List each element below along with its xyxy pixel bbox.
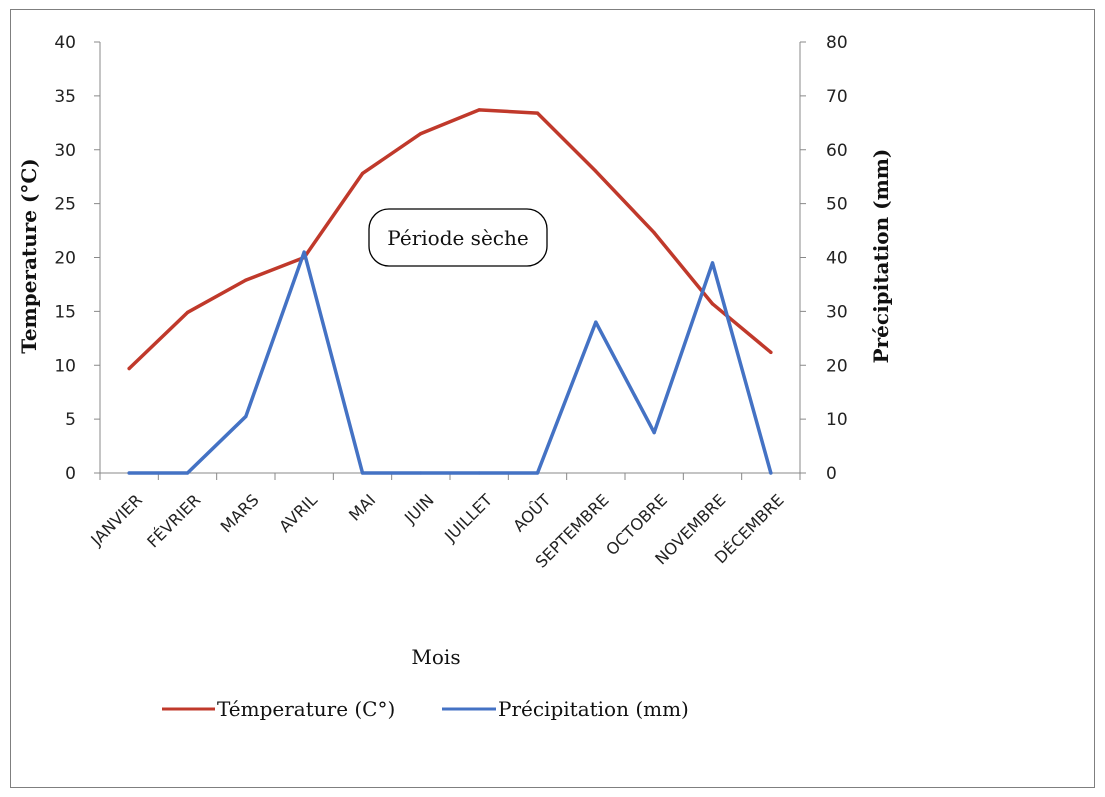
temperature-data-point bbox=[652, 231, 656, 235]
y2-axis-label: Précipitation (mm) bbox=[869, 149, 893, 364]
temperature-data-point bbox=[360, 171, 365, 176]
precipitation-data-point bbox=[477, 471, 481, 475]
category-label: FÉVRIER bbox=[143, 490, 204, 551]
right-tick-label: 0 bbox=[826, 464, 837, 484]
temperature-data-point bbox=[419, 131, 423, 136]
legend: Témperature (C°) Précipitation (mm) bbox=[162, 697, 689, 721]
left-axis-ticks: 0 5 10 15 20 25 30 35 40 bbox=[54, 33, 100, 484]
precipitation-data-point bbox=[244, 414, 248, 419]
precipitation-data-point bbox=[419, 471, 423, 475]
left-tick-label: 25 bbox=[54, 195, 76, 215]
left-tick-label: 35 bbox=[54, 87, 76, 107]
precipitation-data-point bbox=[185, 471, 190, 475]
precipitation-data-point bbox=[302, 250, 306, 254]
precipitation-data-point bbox=[769, 471, 773, 475]
category-label: MARS bbox=[217, 490, 263, 536]
annotation-text: Période sèche bbox=[387, 226, 528, 250]
precipitation-data-point bbox=[652, 430, 656, 435]
temperature-data-point bbox=[535, 111, 540, 115]
left-tick-label: 0 bbox=[65, 464, 76, 484]
left-tick-label: 30 bbox=[54, 141, 76, 161]
annotation-box: Période sèche bbox=[368, 208, 548, 267]
temperature-data-point bbox=[477, 108, 481, 112]
temperature-data-point bbox=[127, 366, 131, 371]
temperature-data-point bbox=[594, 169, 598, 173]
legend-label-temperature: Témperature (C°) bbox=[217, 697, 395, 721]
right-tick-label: 40 bbox=[826, 249, 848, 269]
left-tick-label: 20 bbox=[54, 249, 76, 269]
left-tick-label: 15 bbox=[54, 302, 76, 322]
y-axis-label: Temperature (°C) bbox=[17, 158, 41, 354]
category-label: AVRIL bbox=[275, 490, 321, 536]
temperature-series-line bbox=[127, 108, 773, 371]
temperature-data-point bbox=[244, 278, 248, 282]
category-label: JUILLET bbox=[440, 490, 496, 546]
precipitation-series-line bbox=[127, 250, 773, 475]
x-axis-label: Mois bbox=[411, 645, 460, 669]
right-tick-label: 70 bbox=[826, 87, 848, 107]
precipitation-data-point bbox=[127, 471, 131, 475]
right-tick-label: 80 bbox=[826, 33, 848, 53]
category-label: AOÛT bbox=[509, 490, 554, 535]
left-tick-label: 10 bbox=[54, 356, 76, 376]
precipitation-data-point bbox=[594, 320, 598, 324]
category-label: MAI bbox=[345, 490, 379, 524]
temperature-data-point bbox=[769, 350, 773, 354]
left-tick-label: 40 bbox=[54, 33, 76, 53]
series-lines bbox=[127, 108, 773, 475]
temperature-data-point bbox=[185, 310, 190, 315]
category-label: JUIN bbox=[400, 490, 438, 528]
right-tick-label: 10 bbox=[826, 410, 848, 430]
chart-frame bbox=[10, 9, 1095, 788]
right-tick-label: 20 bbox=[826, 356, 848, 376]
right-tick-label: 50 bbox=[826, 195, 848, 215]
legend-label-precipitation: Précipitation (mm) bbox=[498, 697, 689, 721]
precipitation-data-point bbox=[710, 261, 715, 265]
right-tick-label: 60 bbox=[826, 141, 848, 161]
left-tick-label: 5 bbox=[65, 410, 76, 430]
right-axis-ticks: 0 10 20 30 40 50 60 70 80 bbox=[800, 33, 848, 484]
right-tick-label: 30 bbox=[826, 302, 848, 322]
precipitation-data-point bbox=[535, 471, 540, 475]
temperature-data-point bbox=[710, 302, 715, 306]
precipitation-data-point bbox=[360, 471, 365, 475]
category-label: JANVIER bbox=[86, 490, 146, 550]
